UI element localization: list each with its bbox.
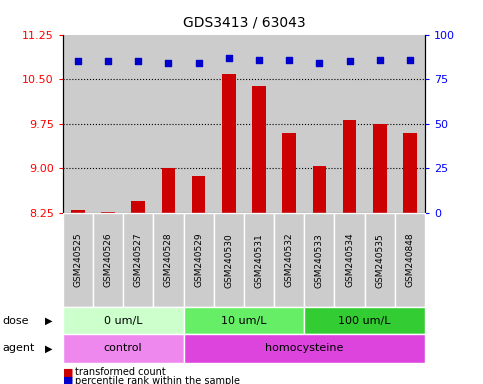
Bar xyxy=(395,213,425,307)
Text: ▶: ▶ xyxy=(44,343,52,354)
Point xyxy=(104,58,112,65)
Point xyxy=(255,56,263,63)
Point xyxy=(406,56,414,63)
Bar xyxy=(283,133,296,213)
Bar xyxy=(184,307,304,334)
Bar xyxy=(213,213,244,307)
Bar xyxy=(304,35,334,213)
Text: GSM240848: GSM240848 xyxy=(405,233,414,288)
Bar xyxy=(244,35,274,213)
Point xyxy=(195,60,202,66)
Bar xyxy=(252,86,266,213)
Point xyxy=(285,56,293,63)
Point xyxy=(376,56,384,63)
Bar xyxy=(334,35,365,213)
Text: GSM240527: GSM240527 xyxy=(134,233,143,288)
Point xyxy=(74,58,82,65)
Bar xyxy=(63,307,184,334)
Text: 0 um/L: 0 um/L xyxy=(104,316,142,326)
Bar xyxy=(184,35,213,213)
Bar xyxy=(222,74,236,213)
Text: GSM240528: GSM240528 xyxy=(164,233,173,288)
Text: GSM240535: GSM240535 xyxy=(375,233,384,288)
Point xyxy=(346,58,354,65)
Text: GSM240532: GSM240532 xyxy=(284,233,294,288)
Bar xyxy=(63,35,93,213)
Bar xyxy=(63,213,93,307)
Point xyxy=(165,60,172,66)
Bar xyxy=(71,210,85,213)
Bar xyxy=(403,133,417,213)
Bar xyxy=(334,213,365,307)
Text: GSM240534: GSM240534 xyxy=(345,233,354,288)
Bar xyxy=(184,334,425,363)
Point xyxy=(134,58,142,65)
Text: GSM240533: GSM240533 xyxy=(315,233,324,288)
Bar xyxy=(313,166,326,213)
Text: dose: dose xyxy=(2,316,29,326)
Bar xyxy=(93,213,123,307)
Text: ▶: ▶ xyxy=(44,316,52,326)
Text: 10 um/L: 10 um/L xyxy=(221,316,267,326)
Bar xyxy=(123,35,154,213)
Bar xyxy=(304,307,425,334)
Text: GSM240530: GSM240530 xyxy=(224,233,233,288)
Bar xyxy=(274,35,304,213)
Text: ■: ■ xyxy=(63,376,73,384)
Text: ■: ■ xyxy=(63,367,73,377)
Bar xyxy=(192,175,205,213)
Bar xyxy=(373,124,386,213)
Text: GSM240526: GSM240526 xyxy=(103,233,113,288)
Bar xyxy=(304,213,334,307)
Point xyxy=(315,60,323,66)
Bar xyxy=(184,213,213,307)
Bar xyxy=(131,201,145,213)
Text: agent: agent xyxy=(2,343,35,354)
Bar xyxy=(213,35,244,213)
Point xyxy=(225,55,233,61)
Bar xyxy=(365,213,395,307)
Text: percentile rank within the sample: percentile rank within the sample xyxy=(75,376,240,384)
Text: 100 um/L: 100 um/L xyxy=(339,316,391,326)
Text: control: control xyxy=(104,343,142,354)
Text: GSM240525: GSM240525 xyxy=(73,233,83,288)
Text: GDS3413 / 63043: GDS3413 / 63043 xyxy=(183,15,305,29)
Text: GSM240529: GSM240529 xyxy=(194,233,203,288)
Bar xyxy=(162,169,175,213)
Bar xyxy=(244,213,274,307)
Bar xyxy=(343,120,356,213)
Bar xyxy=(123,213,154,307)
Text: homocysteine: homocysteine xyxy=(265,343,343,354)
Bar xyxy=(365,35,395,213)
Bar xyxy=(274,213,304,307)
Bar xyxy=(154,213,184,307)
Bar xyxy=(93,35,123,213)
Bar xyxy=(395,35,425,213)
Text: GSM240531: GSM240531 xyxy=(255,233,264,288)
Text: transformed count: transformed count xyxy=(75,367,166,377)
Bar xyxy=(154,35,184,213)
Bar xyxy=(101,212,115,213)
Bar xyxy=(63,334,184,363)
